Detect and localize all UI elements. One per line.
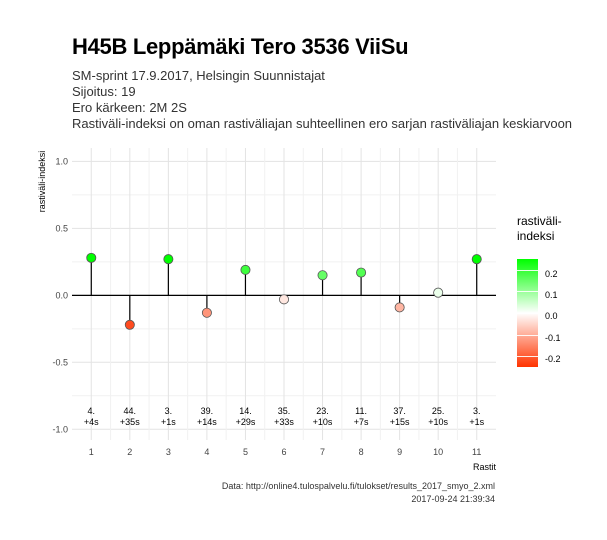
rank-label: 23. <box>316 406 329 416</box>
data-source-caption: Data: http://online4.tulospalvelu.fi/tul… <box>221 481 495 491</box>
lollipop-point <box>124 319 135 330</box>
rank-label: 39. <box>201 406 214 416</box>
rank-label: 4. <box>88 406 96 416</box>
diff-label: +35s <box>120 417 140 427</box>
diff-label: +14s <box>197 417 217 427</box>
legend-title-line-1: rastiväli- <box>517 214 562 228</box>
legend-tick-mark <box>517 334 538 336</box>
legend-tick-mark <box>517 356 538 358</box>
legend-tick-mark <box>517 313 538 314</box>
y-tick-label: 0.0 <box>55 290 68 300</box>
y-tick-label: -0.5 <box>52 357 68 367</box>
lollipop-point <box>86 252 97 263</box>
diff-label: +1s <box>469 417 484 427</box>
rank-label: 3. <box>165 406 173 416</box>
rank-label: 35. <box>278 406 291 416</box>
x-tick-label: 10 <box>433 447 443 457</box>
legend-tick-minus-0.1: -0.1 <box>545 333 561 343</box>
chart-title: H45B Leppämäki Tero 3536 ViiSu <box>72 34 409 59</box>
lollipop-point <box>394 302 405 313</box>
legend-tick-mark <box>517 269 538 271</box>
x-tick-label: 8 <box>359 447 364 457</box>
rank-label: 14. <box>239 406 252 416</box>
subtitle-race: SM-sprint 17.9.2017, Helsingin Suunnista… <box>72 68 325 83</box>
diff-label: +15s <box>390 417 410 427</box>
diff-label: +1s <box>161 417 176 427</box>
x-tick-label: 5 <box>243 447 248 457</box>
legend-tick-mark <box>517 291 538 293</box>
subtitle-description: Rastiväli-indeksi on oman rastiväliajan … <box>72 116 573 131</box>
lollipop-point <box>240 264 251 275</box>
x-tick-label: 6 <box>281 447 286 457</box>
subtitle-placement: Sijoitus: 19 <box>72 84 136 99</box>
legend-title: rastiväli- indeksi <box>517 214 562 244</box>
x-tick-label: 2 <box>127 447 132 457</box>
y-tick-label: 0.5 <box>55 223 68 233</box>
x-tick-label: 3 <box>166 447 171 457</box>
diff-label: +4s <box>84 417 99 427</box>
rank-label: 25. <box>432 406 445 416</box>
lollipop-point <box>433 287 444 298</box>
legend-tick-0.1: 0.1 <box>545 290 558 300</box>
x-tick-label: 4 <box>204 447 209 457</box>
lollipop-point <box>201 307 212 318</box>
x-tick-label: 9 <box>397 447 402 457</box>
x-tick-label: 7 <box>320 447 325 457</box>
rank-label: 3. <box>473 406 481 416</box>
x-tick-label: 1 <box>89 447 94 457</box>
rank-label: 11. <box>355 406 367 416</box>
lollipop-point <box>471 254 482 265</box>
rank-label: 37. <box>393 406 406 416</box>
lollipop-point <box>317 270 328 281</box>
legend-tick-0.2: 0.2 <box>545 269 558 279</box>
x-tick-label: 11 <box>472 447 481 457</box>
y-tick-label: -1.0 <box>52 424 68 434</box>
diff-label: +10s <box>313 417 333 427</box>
diff-label: +7s <box>354 417 369 427</box>
diff-label: +10s <box>428 417 448 427</box>
legend-tick-minus-0.2: -0.2 <box>545 354 561 364</box>
diff-label: +29s <box>236 417 256 427</box>
lollipop-point <box>356 267 367 278</box>
y-axis-title: rastiväli-indeksi <box>37 151 47 213</box>
timestamp-caption: 2017-09-24 21:39:34 <box>411 494 495 504</box>
rank-label: 44. <box>124 406 137 416</box>
diff-label: +33s <box>274 417 294 427</box>
y-tick-label: 1.0 <box>55 156 68 166</box>
legend-title-line-2: indeksi <box>517 229 555 243</box>
lollipop-point <box>163 254 174 265</box>
subtitle-gap-to-leader: Ero kärkeen: 2M 2S <box>72 100 187 115</box>
lollipop-point <box>278 294 289 305</box>
legend-tick-0.0: 0.0 <box>545 311 558 321</box>
x-axis-title: Rastit <box>473 462 497 472</box>
